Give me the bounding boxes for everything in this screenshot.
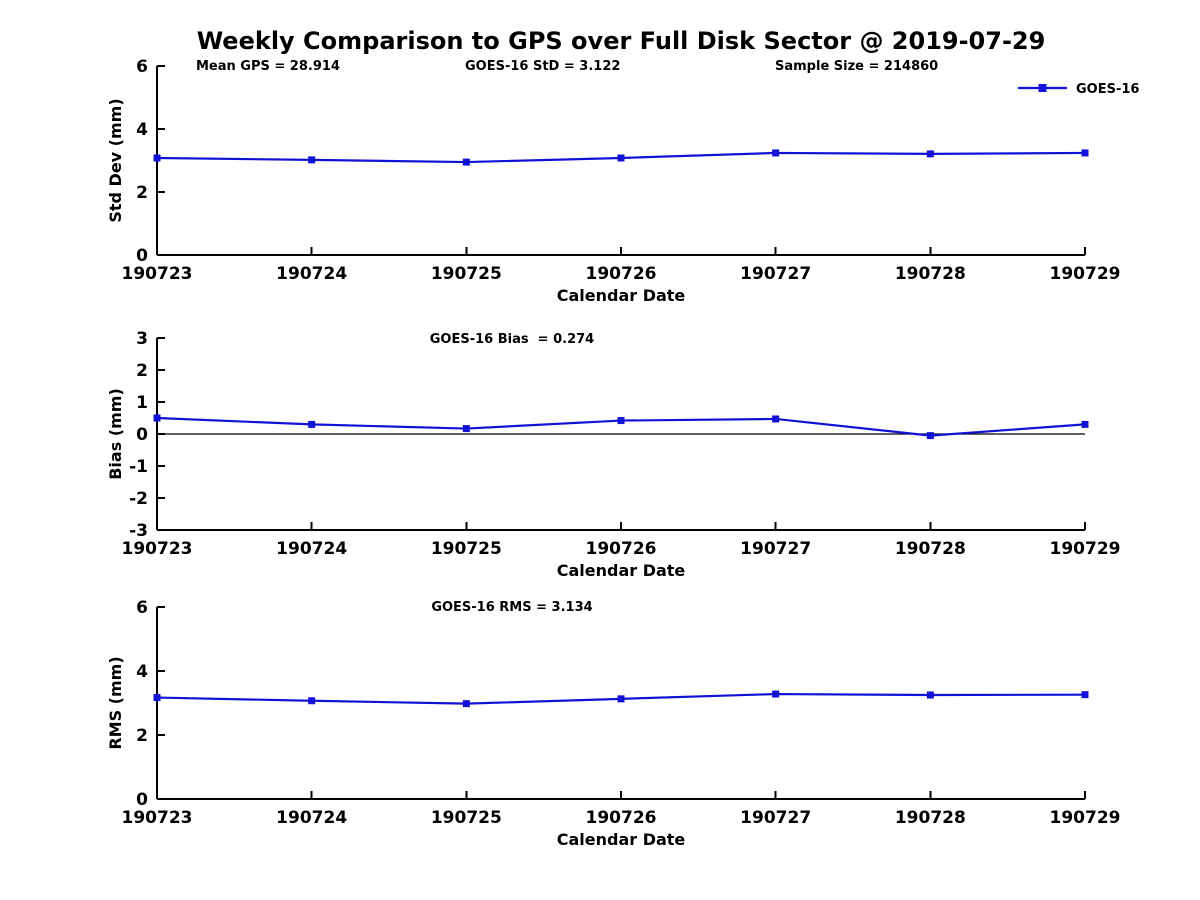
data-point-marker — [617, 695, 625, 703]
x-tick-label: 190725 — [431, 808, 502, 828]
y-tick-label: 2 — [136, 183, 148, 203]
figure-title: Weekly Comparison to GPS over Full Disk … — [196, 27, 1046, 55]
data-point-marker — [462, 700, 470, 708]
x-tick-label: 190725 — [431, 264, 502, 284]
x-tick-label: 190723 — [122, 808, 193, 828]
data-point-marker — [153, 414, 161, 422]
y-axis-label: Bias (mm) — [106, 388, 125, 480]
data-point-marker — [153, 154, 161, 162]
y-tick-label: 6 — [136, 598, 148, 618]
x-tick-label: 190728 — [895, 539, 966, 559]
x-tick-label: 190727 — [740, 539, 811, 559]
subplot-std-dev: 0 2 4 6 190723 190724 190725 190726 190727 190728… — [106, 57, 1139, 305]
annotation: Sample Size = 214860 — [775, 59, 938, 74]
data-point-marker — [308, 156, 316, 164]
x-tick-label: 190725 — [431, 539, 502, 559]
x-axis-label: Calendar Date — [557, 830, 686, 849]
y-axis-label: Std Dev (mm) — [106, 98, 125, 222]
legend-label: GOES-16 — [1076, 82, 1139, 97]
x-tick-label: 190727 — [740, 264, 811, 284]
data-point-marker — [462, 158, 470, 166]
data-point-marker — [308, 420, 316, 428]
x-tick-label: 190728 — [895, 808, 966, 828]
annotation: Mean GPS = 28.914 — [196, 59, 340, 74]
y-tick-label: 1 — [136, 393, 148, 413]
data-point-marker — [617, 417, 625, 425]
y-tick-label: -2 — [129, 489, 148, 509]
y-tick-label: 3 — [136, 329, 148, 349]
x-tick-label: 190724 — [276, 808, 347, 828]
x-tick-label: 190726 — [586, 264, 657, 284]
annotation: GOES-16 RMS = 3.134 — [431, 600, 592, 615]
data-point-marker — [926, 150, 934, 158]
x-tick-label: 190727 — [740, 808, 811, 828]
x-tick-label: 190723 — [122, 539, 193, 559]
x-tick-label: 190724 — [276, 539, 347, 559]
y-tick-label: 0 — [136, 790, 148, 810]
x-axis-label: Calendar Date — [557, 561, 686, 580]
x-tick-label: 190729 — [1050, 264, 1121, 284]
annotation: GOES-16 StD = 3.122 — [465, 59, 620, 74]
subplot-rms: 0 2 4 6 190723 190724 190725 190726 190727 190728… — [106, 598, 1120, 849]
subplot-bias: -3 -2 -1 0 1 2 3 190723 190724 190725 190726 190727… — [106, 329, 1120, 580]
y-tick-label: 0 — [136, 425, 148, 445]
x-tick-label: 190728 — [895, 264, 966, 284]
y-tick-label: 0 — [136, 246, 148, 266]
x-tick-label: 190723 — [122, 264, 193, 284]
x-axis-label: Calendar Date — [557, 286, 686, 305]
x-tick-label: 190729 — [1050, 808, 1121, 828]
y-axis-label: RMS (mm) — [106, 656, 125, 749]
x-tick-label: 190729 — [1050, 539, 1121, 559]
data-point-marker — [462, 425, 470, 433]
annotation: GOES-16 Bias = 0.274 — [430, 332, 594, 347]
y-tick-label: 6 — [136, 57, 148, 77]
data-point-marker — [926, 432, 934, 440]
data-point-marker — [772, 149, 780, 157]
data-point-marker — [1081, 149, 1089, 157]
data-point-marker — [926, 691, 934, 699]
y-tick-label: 4 — [136, 662, 148, 682]
data-point-marker — [1081, 420, 1089, 428]
legend: GOES-16 — [1018, 82, 1139, 97]
legend-marker — [1038, 84, 1047, 92]
data-point-marker — [1081, 691, 1089, 699]
y-tick-label: -3 — [129, 521, 148, 541]
y-tick-label: 4 — [136, 120, 148, 140]
x-tick-label: 190724 — [276, 264, 347, 284]
y-tick-label: 2 — [136, 726, 148, 746]
x-tick-label: 190726 — [586, 808, 657, 828]
data-point-marker — [772, 690, 780, 698]
data-point-marker — [153, 694, 161, 702]
y-tick-label: 2 — [136, 361, 148, 381]
data-point-marker — [308, 697, 316, 705]
x-tick-label: 190726 — [586, 539, 657, 559]
y-tick-label: -1 — [129, 457, 148, 477]
data-point-marker — [772, 415, 780, 423]
data-point-marker — [617, 154, 625, 162]
